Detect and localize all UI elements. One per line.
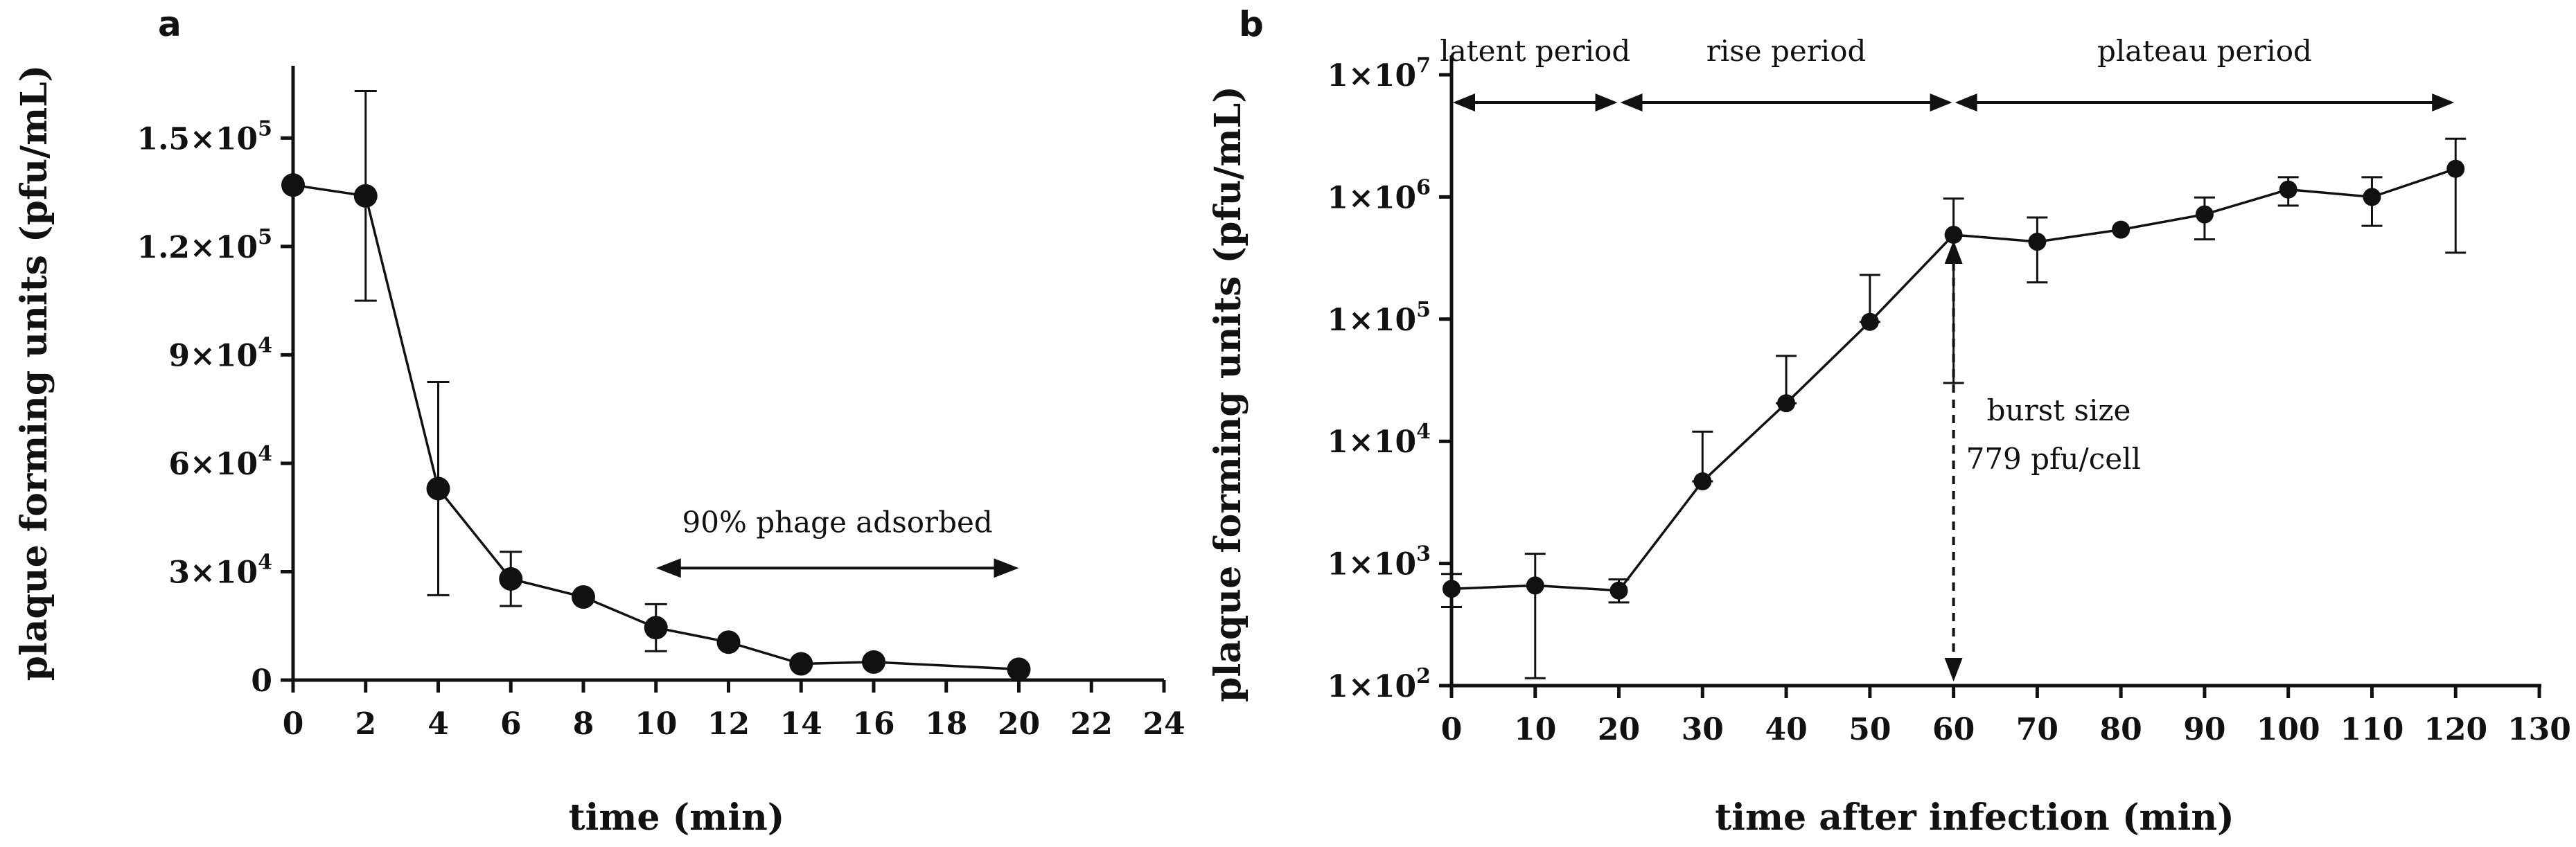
panel-b-x-tick-label: 50 [1849,712,1891,747]
panel-a-x-tick-label: 0 [283,706,304,742]
panel-a-y-tick-label: 9×104 [168,333,272,373]
panel-b-y-tick-label: 1×104 [1327,420,1431,460]
panel-b-y-tick-label: 1×103 [1327,542,1431,582]
panel-b-data-point [1944,226,1963,244]
panel-a-data-point [281,173,305,197]
panel-a-chart: plaque forming units (pfu/mL) time (min)… [13,65,1185,839]
panel-b-data-point [2112,220,2131,239]
panel-b-data-point [2279,180,2297,199]
panel-b-x-tick-label: 60 [1932,712,1975,747]
panel-b-x-tick-label: 10 [1514,712,1556,747]
panel-a-x-tick-label: 6 [500,706,522,742]
panel-a-y-tick-label: 6×104 [168,442,272,482]
panel-b-period-arrowhead-left [1955,93,1977,112]
panel-a-x-tick-label: 4 [427,706,449,742]
panel-a-data-point [644,616,668,640]
panel-b-period-arrowhead-left [1620,93,1643,112]
panel-label-b: b [1239,4,1264,44]
panel-b-x-tick-label: 110 [2340,712,2404,747]
panel-b-x-tick-label: 40 [1765,712,1807,747]
panel-a-x-tick-label: 14 [780,706,822,742]
panel-b-x-tick-label: 30 [1682,712,1724,747]
panel-b-burst-size-label: burst size [1987,393,2131,427]
panel-a-x-tick-label: 18 [925,706,967,742]
panel-a-y-tick-label: 1.2×105 [136,225,272,265]
panel-a-data-point [716,630,741,654]
panel-b-period-arrowhead-right [2432,93,2455,112]
panel-a-x-tick-label: 22 [1070,706,1113,742]
panel-b-data-point [2195,205,2214,224]
panel-b-data-point [1777,394,1796,413]
panel-a-data-point [353,184,378,208]
panel-b-period-arrowhead-right [1595,93,1618,112]
panel-a-x-tick-label: 8 [573,706,594,742]
panel-b-x-tick-label: 120 [2424,712,2487,747]
panel-b-x-tick-label: 100 [2257,712,2320,747]
panel-b-y-tick-label: 1×105 [1327,298,1431,338]
panel-b-y-tick-label: 1×106 [1327,175,1431,215]
panel-b-rise-period-label: rise period [1706,34,1867,68]
panel-a-y-tick-label: 0 [251,663,272,699]
panel-b-data-point [2028,233,2047,251]
panel-b-data-point [1609,581,1628,600]
panel-a-y-axis-title: plaque forming units (pfu/mL) [13,65,55,681]
panel-b-latent-period-label: latent period [1440,34,1630,68]
panel-b-y-tick-label: 1×107 [1327,53,1431,93]
panel-b-data-point [1860,312,1879,331]
panel-a-data-point [572,585,595,609]
panel-a-x-tick-label: 10 [635,706,677,742]
panel-b-data-point [2363,188,2381,206]
panel-a-data-point [426,476,450,501]
panel-a-adsorbed-annotation: 90% phage adsorbed [682,505,993,539]
panel-a-data-point [789,652,813,676]
panel-a-x-axis-title: time (min) [569,796,785,839]
panel-b-period-arrowhead-left [1453,93,1475,112]
panel-b-x-tick-label: 80 [2100,712,2142,747]
panel-a-data-point [862,650,885,674]
panel-a-x-tick-label: 2 [355,706,376,742]
panel-b-y-tick-label: 1×102 [1327,664,1431,704]
panel-a-x-tick-label: 24 [1143,706,1185,742]
panel-b-data-point [2446,159,2465,178]
panel-a-x-tick-label: 12 [707,706,750,742]
panel-b-burst-arrowhead-up [1944,240,1963,265]
panel-a-data-point [499,567,523,591]
panel-a-data-point [1007,657,1031,681]
panel-b-y-axis-title: plaque forming units (pfu/mL) [1207,86,1249,702]
panel-a-y-tick-label: 1.5×105 [136,116,272,157]
panel-a-arrowhead-right [994,558,1019,578]
panel-b-burst-arrowhead-down [1944,658,1963,681]
panel-b-data-point [1443,580,1461,598]
panel-b-x-axis-title: time after infection (min) [1715,796,2234,839]
panel-label-a: a [158,4,182,44]
panel-b-x-tick-label: 20 [1598,712,1640,747]
panel-b-x-tick-label: 70 [2016,712,2058,747]
panel-a-y-tick-label: 3×104 [168,550,272,590]
panel-b-data-point [1693,472,1712,491]
panel-b-x-tick-label: 0 [1441,712,1463,747]
panel-a-x-tick-label: 16 [852,706,894,742]
panel-a-x-tick-label: 20 [998,706,1040,742]
panel-b-x-tick-label: 130 [2507,712,2571,747]
panel-b-data-point [1526,576,1544,595]
panel-a-series-line [292,184,1019,671]
panel-b-x-tick-label: 90 [2183,712,2225,747]
panel-a-arrowhead-left [655,558,681,578]
panel-b-plateau-period-label: plateau period [2097,34,2312,68]
panel-b-period-arrowhead-right [1930,93,1952,112]
panel-b-chart: plaque forming units (pfu/mL) time after… [1207,34,2571,839]
panel-b-burst-size-value: 779 pfu/cell [1966,442,2141,476]
